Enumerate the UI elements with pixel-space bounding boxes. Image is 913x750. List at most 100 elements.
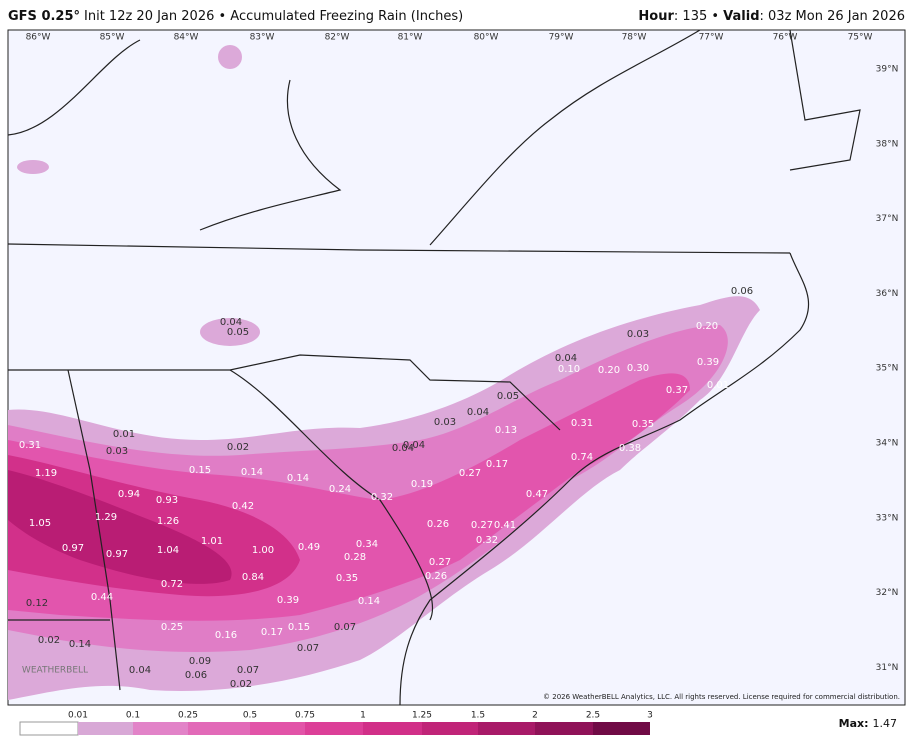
point-value: 0.05 bbox=[227, 327, 249, 338]
legend-swatch bbox=[305, 722, 363, 735]
borders bbox=[7, 29, 861, 706]
point-value: 0.27 bbox=[459, 468, 481, 479]
point-value: 0.14 bbox=[69, 639, 91, 650]
legend-swatch bbox=[250, 722, 305, 735]
legend-swatch bbox=[363, 722, 422, 735]
copyright: © 2026 WeatherBELL Analytics, LLC. All r… bbox=[543, 693, 900, 701]
lat-label: 36°N bbox=[876, 289, 899, 299]
point-value: 0.14 bbox=[241, 467, 263, 478]
point-value: 0.27 bbox=[471, 520, 493, 531]
legend-tick: 1.5 bbox=[471, 711, 485, 721]
header-right: Hour: 135 • Valid: 03z Mon 26 Jan 2026 bbox=[638, 9, 905, 24]
point-value: 0.30 bbox=[627, 363, 649, 374]
lat-label: 37°N bbox=[876, 214, 899, 224]
point-value: 0.37 bbox=[666, 385, 688, 396]
lon-label: 80°W bbox=[474, 33, 499, 43]
point-value: 0.26 bbox=[425, 571, 447, 582]
point-value: 0.02 bbox=[230, 679, 252, 690]
point-value: 0.31 bbox=[571, 418, 593, 429]
point-value: 0.20 bbox=[598, 365, 620, 376]
point-value: 0.49 bbox=[298, 542, 320, 553]
point-value: 0.35 bbox=[336, 573, 358, 584]
point-value: 0.42 bbox=[232, 501, 254, 512]
point-value: 0.16 bbox=[215, 630, 237, 641]
legend-tick: 0.75 bbox=[295, 711, 315, 721]
point-value: 0.31 bbox=[19, 440, 41, 451]
lon-label: 86°W bbox=[26, 33, 51, 43]
point-value: 0.14 bbox=[287, 473, 309, 484]
legend-max: Max: 1.47 bbox=[839, 717, 897, 730]
point-value: 0.38 bbox=[619, 443, 641, 454]
point-value: 0.20 bbox=[696, 321, 718, 332]
lon-label: 78°W bbox=[622, 33, 647, 43]
point-value: 0.74 bbox=[571, 452, 593, 463]
point-value: 0.10 bbox=[558, 364, 580, 375]
header-part: : 135 • bbox=[674, 9, 723, 24]
point-value: 0.39 bbox=[277, 595, 299, 606]
point-value: 0.84 bbox=[242, 572, 264, 583]
point-value: 1.01 bbox=[201, 536, 223, 547]
point-value: 0.04 bbox=[392, 443, 414, 454]
header-left: GFS 0.25° Init 12z 20 Jan 2026 • Accumula… bbox=[8, 9, 463, 24]
point-value: 0.25 bbox=[161, 622, 183, 633]
point-value: 1.26 bbox=[157, 516, 179, 527]
point-value: 0.44 bbox=[91, 592, 113, 603]
precip-shading bbox=[8, 45, 760, 700]
logo: WEATHERBELL bbox=[22, 666, 88, 676]
legend-tick: 3 bbox=[647, 711, 653, 721]
labels: 0.060.200.030.390.040.10 0.20 0.300.010.37… bbox=[19, 286, 753, 690]
point-value: 0.07 bbox=[297, 643, 319, 654]
point-value: 0.04 bbox=[220, 317, 242, 328]
legend-swatch bbox=[19, 721, 79, 736]
point-value: 0.04 bbox=[555, 353, 577, 364]
point-value: 0.09 bbox=[189, 656, 211, 667]
point-value: 0.15 bbox=[288, 622, 310, 633]
header-rest: Init 12z 20 Jan 2026 • Accumulated Freez… bbox=[84, 9, 463, 24]
point-value: 0.93 bbox=[156, 495, 178, 506]
lon-label: 81°W bbox=[398, 33, 423, 43]
lat-label: 39°N bbox=[876, 65, 899, 75]
point-value: 0.35 bbox=[632, 419, 654, 430]
point-value: 0.24 bbox=[329, 484, 351, 495]
lat-label: 34°N bbox=[876, 439, 899, 449]
point-value: 0.41 bbox=[494, 520, 516, 531]
point-value: 0.94 bbox=[118, 489, 140, 500]
point-value: 0.05 bbox=[497, 391, 519, 402]
lon-label: 85°W bbox=[100, 33, 125, 43]
point-value: 0.17 bbox=[486, 459, 508, 470]
point-value: 1.29 bbox=[95, 512, 117, 523]
model: GFS 0.25° bbox=[8, 9, 80, 24]
point-value: 0.72 bbox=[161, 579, 183, 590]
lat-label: 33°N bbox=[876, 513, 899, 523]
point-value: 0.07 bbox=[334, 622, 356, 633]
point-value: 0.13 bbox=[495, 425, 517, 436]
legend-swatch bbox=[188, 722, 250, 735]
point-value: 0.39 bbox=[697, 357, 719, 368]
point-value: 1.00 bbox=[252, 545, 274, 556]
lon-label: 79°W bbox=[549, 33, 574, 43]
legend-tick: 2.5 bbox=[586, 711, 600, 721]
legend-tick: 0.1 bbox=[126, 711, 140, 721]
point-value: 1.05 bbox=[29, 518, 51, 529]
point-value: 0.01 bbox=[113, 429, 135, 440]
legend-tick: 0.25 bbox=[178, 711, 198, 721]
point-value: 0.04 bbox=[403, 440, 425, 451]
point-value: 0.34 bbox=[356, 539, 378, 550]
legend-swatch bbox=[78, 722, 133, 735]
point-value: 0.04 bbox=[129, 665, 151, 676]
legend-swatch bbox=[535, 722, 593, 735]
legend-tick: 1 bbox=[360, 711, 366, 721]
point-value: 0.97 bbox=[62, 543, 84, 554]
legend-swatch bbox=[593, 722, 650, 735]
point-value: 0.04 bbox=[467, 407, 489, 418]
lat-label: 32°N bbox=[876, 588, 899, 598]
max-label: Max: bbox=[839, 717, 869, 730]
lat-label: 31°N bbox=[876, 663, 899, 673]
header-part: : 03z Mon 26 Jan 2026 bbox=[760, 9, 905, 24]
point-value: 0.02 bbox=[227, 442, 249, 453]
lat-label: 38°N bbox=[876, 139, 899, 149]
max-value: 1.47 bbox=[873, 717, 898, 730]
legend-tick: 1.25 bbox=[412, 711, 432, 721]
point-value: 0.02 bbox=[38, 635, 60, 646]
